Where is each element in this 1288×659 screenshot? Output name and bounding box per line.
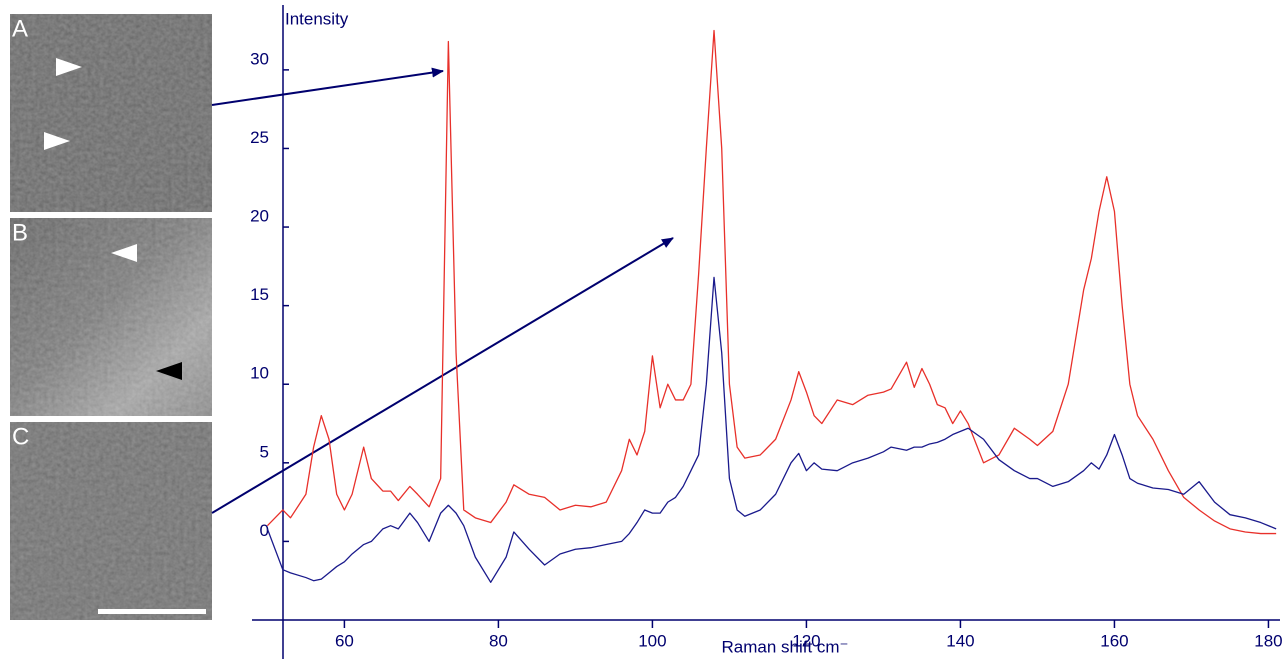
image-b [10, 218, 212, 416]
x-tick-label: 160 [1100, 631, 1128, 650]
y-tick-label: 10 [250, 364, 269, 383]
x-tick-label: 180 [1254, 631, 1282, 650]
x-tick-label: 80 [489, 631, 508, 650]
arrowhead-marker [56, 58, 82, 76]
spectrum-line [266, 276, 1277, 583]
y-tick-label: 0 [260, 521, 269, 540]
pointer-arrow [211, 67, 444, 106]
image-a [10, 14, 212, 212]
x-tick-label: 60 [335, 631, 354, 650]
panel-label: B [12, 219, 28, 246]
y-tick-label: 30 [250, 49, 269, 68]
arrowhead-marker [111, 244, 137, 262]
y-axis-title: Intensity [285, 9, 349, 28]
x-axis-title: Raman shift cm⁻ [721, 637, 848, 656]
arrowhead-marker [44, 132, 70, 150]
x-tick-label: 120 [792, 631, 820, 650]
panel-label: A [12, 15, 28, 42]
y-tick-label: 20 [250, 207, 269, 226]
spectrum-line [266, 29, 1277, 535]
y-tick-label: 25 [250, 128, 269, 147]
x-tick-label: 100 [638, 631, 666, 650]
arrowhead-marker [156, 362, 182, 380]
x-tick-label: 140 [946, 631, 974, 650]
panel-label: C [12, 423, 29, 450]
y-tick-label: 5 [260, 442, 269, 461]
scale-bar [98, 609, 206, 614]
image-panels: A B C [10, 14, 212, 620]
image-c [10, 422, 212, 620]
y-tick-label: 15 [250, 285, 269, 304]
